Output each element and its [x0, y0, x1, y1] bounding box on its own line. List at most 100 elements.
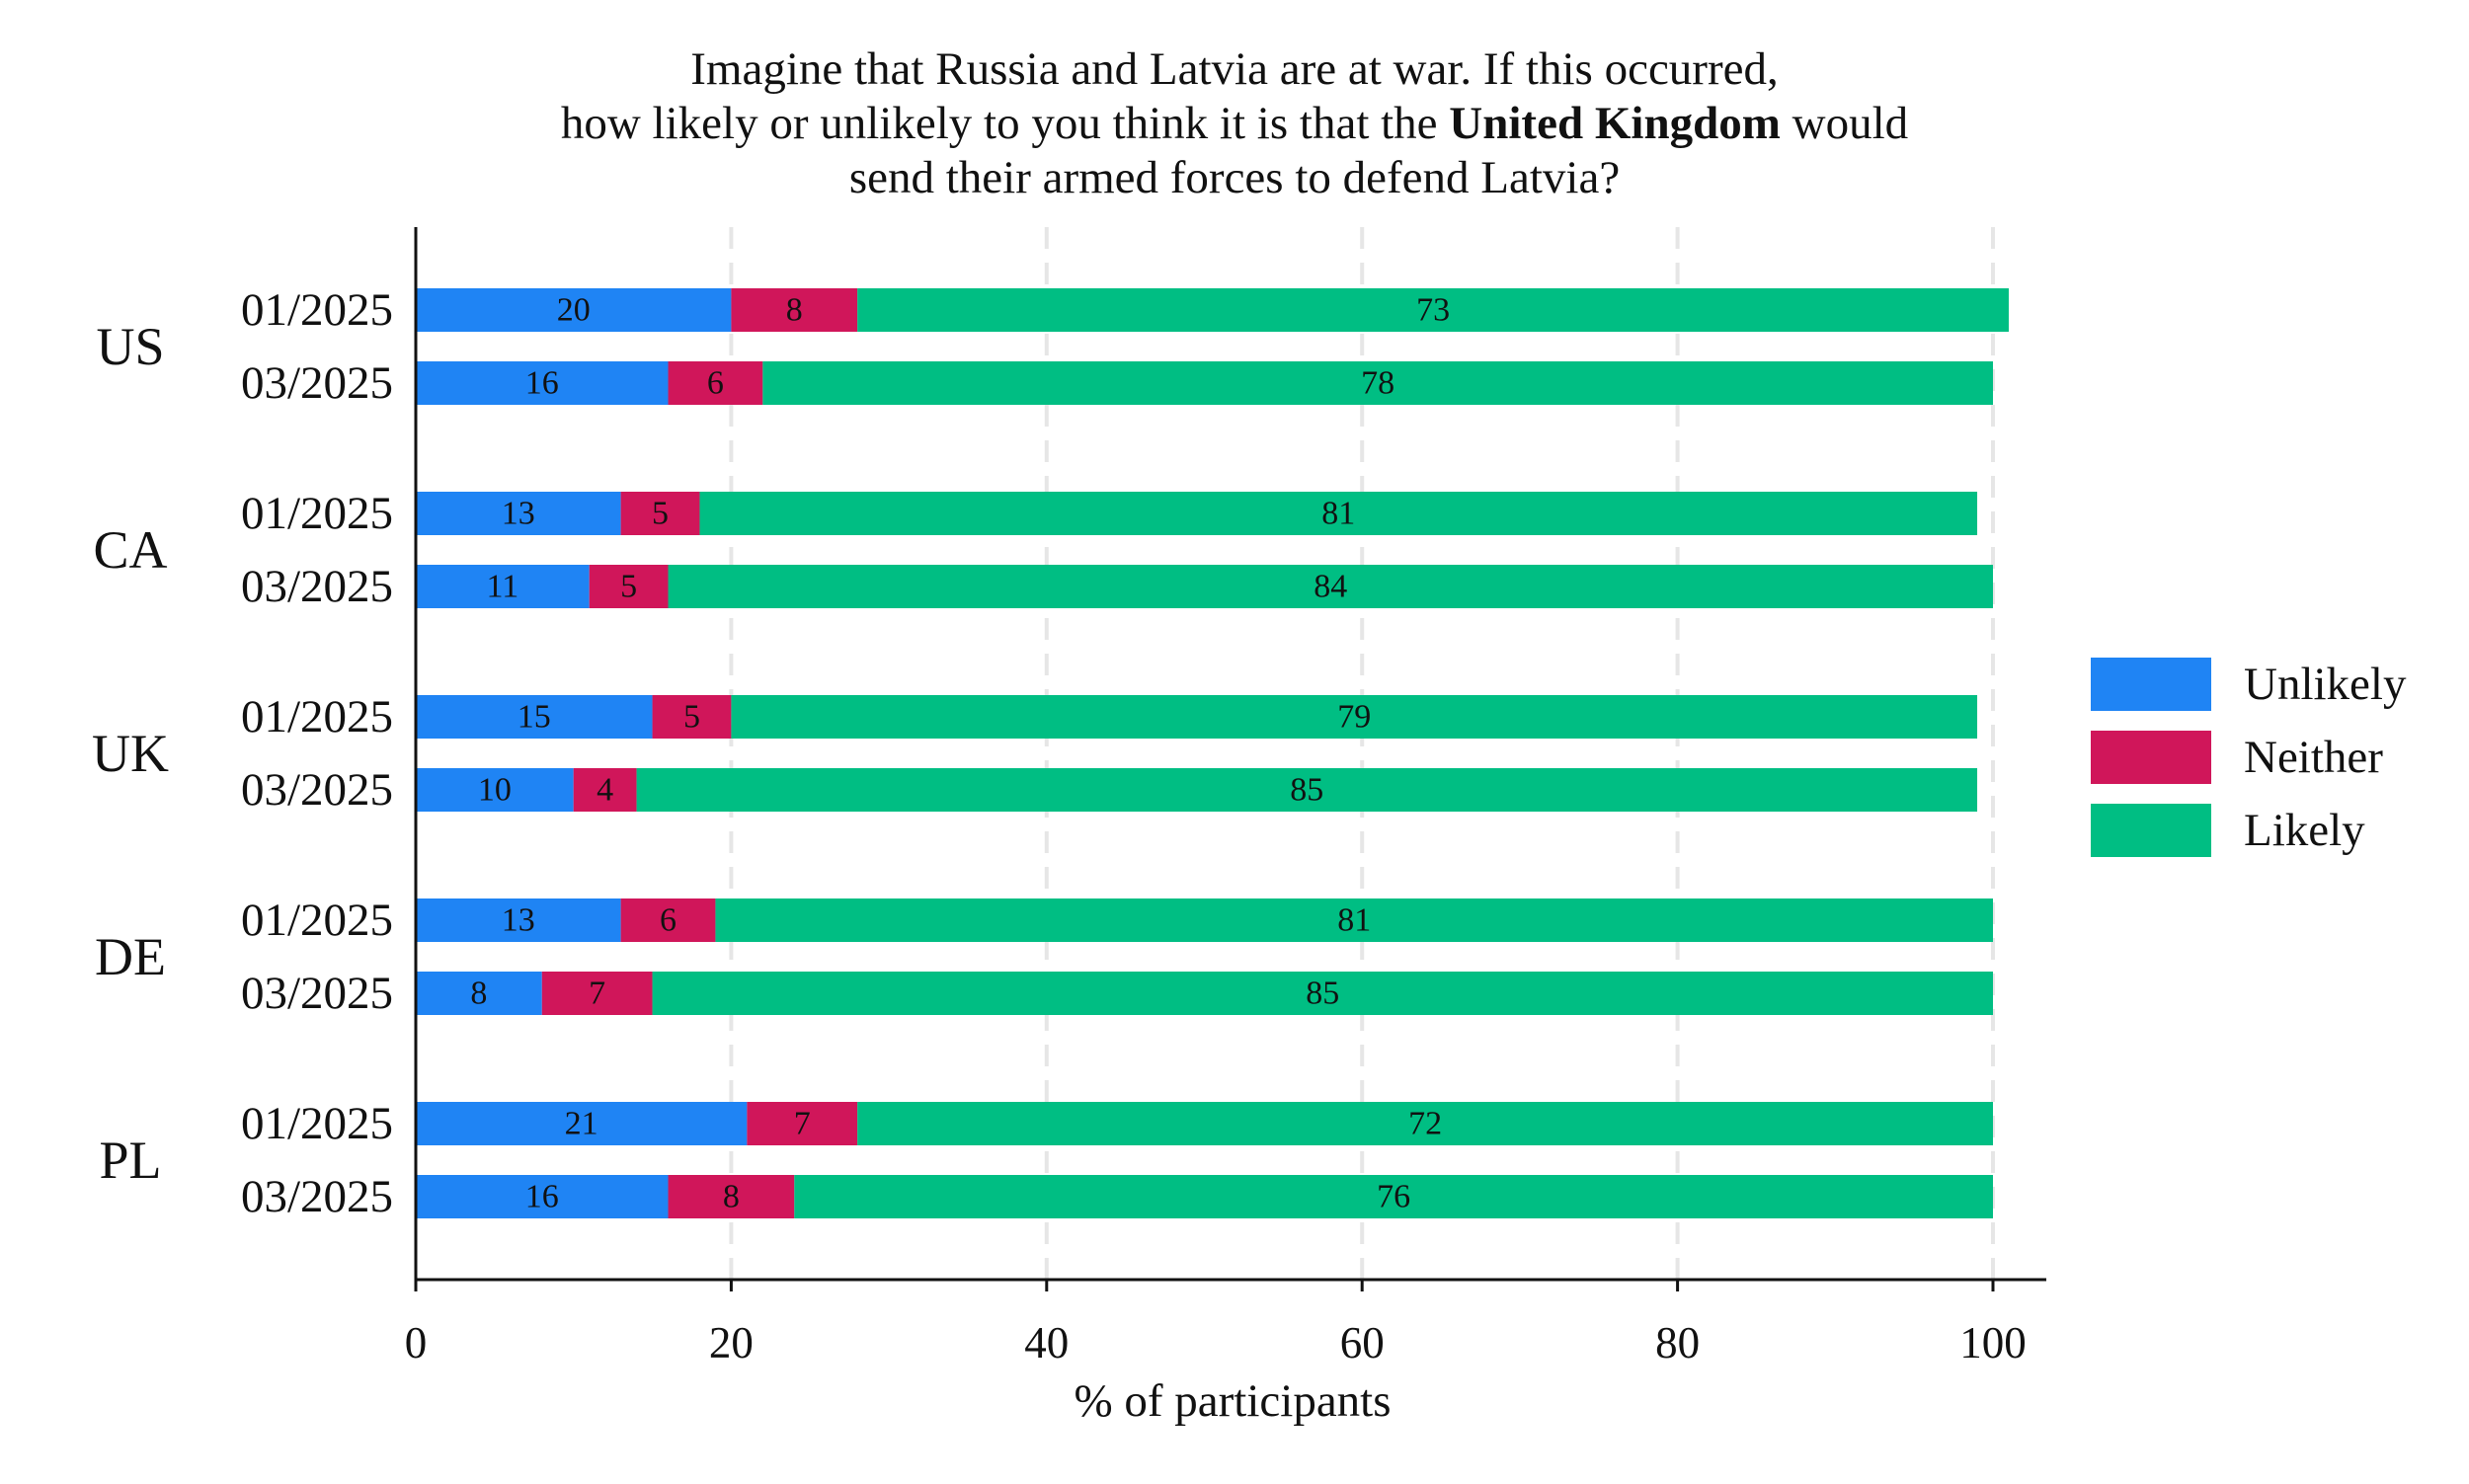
legend-swatch-likely — [2091, 804, 2211, 857]
x-axis-title: % of participants — [1074, 1375, 1391, 1427]
bars — [416, 288, 2009, 1218]
data-label: 5 — [620, 569, 637, 605]
data-label: 5 — [652, 496, 669, 532]
data-label: 4 — [597, 772, 613, 809]
data-label: 15 — [518, 699, 551, 736]
data-label: 8 — [723, 1179, 740, 1215]
legend-label-likely: Likely — [2244, 805, 2365, 856]
data-label: 5 — [683, 699, 700, 736]
bar-uk-03-2025-unlikely — [416, 768, 574, 812]
data-label: 16 — [525, 1179, 559, 1215]
data-label: 11 — [486, 569, 518, 605]
country-label-uk: UK — [92, 724, 169, 783]
bar-uk-03-2025-neither — [573, 768, 637, 812]
wave-label: 03/2025 — [241, 968, 393, 1019]
legend-label-unlikely: Unlikely — [2244, 659, 2407, 710]
category-labels: US 01/2025 03/2025 CA 01/2025 03/2025 UK 01/202… — [92, 284, 393, 1222]
wave-label: 03/2025 — [241, 764, 393, 816]
bar-ca-03-2025-likely — [668, 565, 1993, 608]
bar-uk-01-2025-likely — [731, 695, 1978, 739]
data-label: 20 — [557, 292, 591, 329]
x-tick-label: 60 — [1340, 1318, 1385, 1367]
chart-title-line-3: send their armed forces to defend Latvia… — [849, 152, 1620, 203]
bar-pl-01-2025-unlikely — [416, 1102, 748, 1145]
wave-label: 01/2025 — [241, 1098, 393, 1149]
country-label-pl: PL — [99, 1131, 161, 1190]
bar-ca-03-2025-unlikely — [416, 565, 590, 608]
bar-de-03-2025-likely — [652, 972, 1993, 1015]
data-label: 7 — [794, 1106, 811, 1142]
wave-label: 01/2025 — [241, 488, 393, 539]
wave-label: 01/2025 — [241, 895, 393, 946]
chart-title-highlight: United Kingdom — [1449, 98, 1781, 149]
chart-title-line-1: Imagine that Russia and Latvia are at wa… — [690, 43, 1778, 95]
bar-us-01-2025-neither — [731, 288, 858, 332]
bar-us-01-2025-likely — [857, 288, 2009, 332]
legend: Unlikely Neither Likely — [2091, 658, 2407, 857]
wave-label: 01/2025 — [241, 284, 393, 336]
data-label: 16 — [525, 365, 559, 402]
bar-pl-01-2025-neither — [747, 1102, 858, 1145]
bar-de-03-2025-unlikely — [416, 972, 542, 1015]
legend-swatch-neither — [2091, 731, 2211, 784]
chart-title-line-2: how likely or unlikely to you think it i… — [561, 98, 1908, 149]
data-label: 73 — [1416, 292, 1450, 329]
bar-uk-03-2025-likely — [636, 768, 1978, 812]
bar-ca-01-2025-likely — [699, 492, 1978, 535]
data-label: 7 — [589, 976, 605, 1012]
country-label-de: DE — [95, 927, 166, 986]
data-label: 85 — [1306, 976, 1339, 1012]
x-tick-label: 80 — [1655, 1318, 1700, 1367]
x-tick-label: 100 — [1959, 1318, 2027, 1367]
data-label: 81 — [1321, 496, 1355, 532]
data-label: 78 — [1361, 365, 1394, 402]
data-label: 81 — [1337, 902, 1371, 939]
wave-label: 01/2025 — [241, 691, 393, 742]
bar-pl-03-2025-neither — [668, 1175, 795, 1218]
bar-de-01-2025-unlikely — [416, 898, 621, 942]
bar-pl-03-2025-unlikely — [416, 1175, 669, 1218]
bar-de-03-2025-neither — [541, 972, 653, 1015]
bar-uk-01-2025-neither — [652, 695, 732, 739]
bar-de-01-2025-likely — [715, 898, 1994, 942]
axes: 0 20 40 60 80 100 — [405, 227, 2046, 1367]
bar-ca-03-2025-neither — [589, 565, 669, 608]
legend-swatch-unlikely — [2091, 658, 2211, 711]
data-label: 8 — [470, 976, 487, 1012]
wave-label: 03/2025 — [241, 561, 393, 612]
bar-us-03-2025-neither — [668, 361, 763, 405]
data-label: 21 — [565, 1106, 598, 1142]
bar-ca-01-2025-neither — [620, 492, 700, 535]
data-label: 84 — [1314, 569, 1347, 605]
chart-title-line-2-pre: how likely or unlikely to you think it i… — [561, 98, 1438, 149]
bar-de-01-2025-neither — [620, 898, 716, 942]
bar-pl-03-2025-likely — [794, 1175, 1993, 1218]
bar-uk-01-2025-unlikely — [416, 695, 653, 739]
data-label: 6 — [707, 365, 724, 402]
bar-ca-01-2025-unlikely — [416, 492, 621, 535]
data-label: 6 — [660, 902, 677, 939]
data-label: 76 — [1377, 1179, 1410, 1215]
x-tick-label: 20 — [709, 1318, 754, 1367]
bar-pl-01-2025-likely — [857, 1102, 1994, 1145]
legend-label-neither: Neither — [2244, 732, 2383, 783]
wave-label: 03/2025 — [241, 1171, 393, 1222]
wave-label: 03/2025 — [241, 357, 393, 409]
data-label: 13 — [502, 496, 535, 532]
bar-us-03-2025-likely — [762, 361, 1993, 405]
country-label-ca: CA — [93, 520, 167, 580]
data-label: 85 — [1290, 772, 1323, 809]
data-label: 72 — [1408, 1106, 1442, 1142]
data-label: 79 — [1337, 699, 1371, 736]
country-label-us: US — [96, 317, 164, 376]
data-label: 10 — [478, 772, 512, 809]
x-tick-label: 40 — [1024, 1318, 1069, 1367]
bar-us-01-2025-unlikely — [416, 288, 732, 332]
bar-us-03-2025-unlikely — [416, 361, 669, 405]
data-label: 8 — [786, 292, 803, 329]
chart-title-line-2-post: would — [1792, 98, 1909, 149]
x-tick-label: 0 — [405, 1318, 428, 1367]
